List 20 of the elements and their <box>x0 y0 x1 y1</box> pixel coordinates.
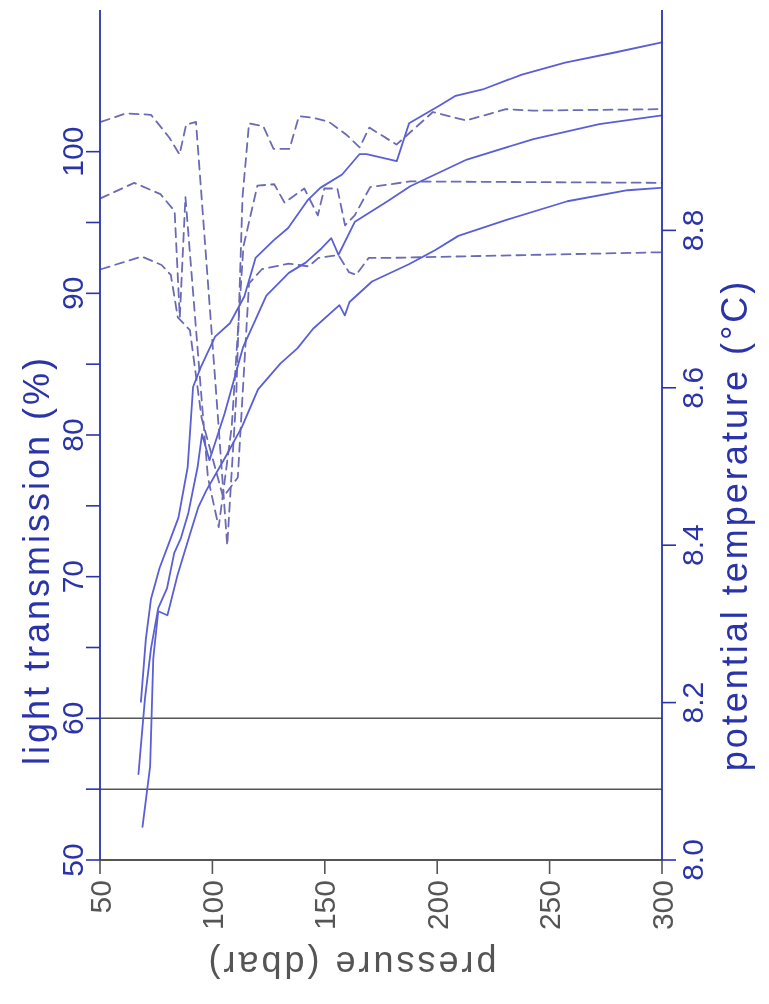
y-axis-title: light transmission (%) <box>15 354 57 766</box>
y2-axis-title: potential temperature (°C) <box>713 278 755 772</box>
y-tick-label: 90 <box>55 276 89 311</box>
y2-tick-label: 8.0 <box>675 839 709 881</box>
y2-tick-label: 8.2 <box>675 681 709 724</box>
x-tick-label: 200 <box>420 880 454 931</box>
y-tick-label: 100 <box>55 126 89 177</box>
x-axis-title: pressure (dbar) <box>205 943 497 985</box>
y2-tick-label: 8.6 <box>675 366 709 409</box>
y2-tick-label: 8.8 <box>675 209 709 252</box>
y-tick-label: 70 <box>55 559 89 594</box>
y2-tick-label: 8.4 <box>675 524 709 567</box>
line-series <box>140 41 663 703</box>
y-tick-label: 50 <box>55 843 89 877</box>
x-tick-label: 300 <box>645 880 679 931</box>
x-tick-label: 150 <box>308 880 342 931</box>
x-tick-label: 50 <box>83 880 117 914</box>
x-tick-label: 250 <box>533 880 567 931</box>
x-tick-label: 100 <box>195 880 229 931</box>
y-tick-label: 80 <box>55 418 89 452</box>
